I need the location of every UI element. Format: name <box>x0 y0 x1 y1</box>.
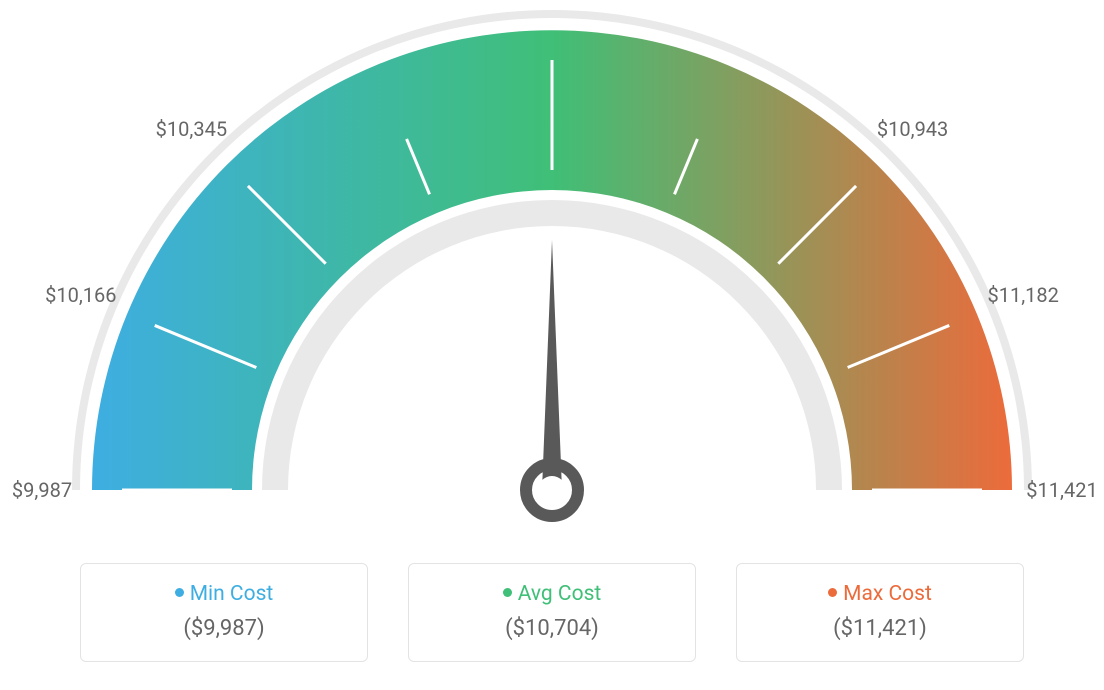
dot-icon <box>503 588 512 597</box>
cost-gauge-container: $9,987$10,166$10,345$10,704$10,943$11,18… <box>0 0 1104 690</box>
legend-card-max: Max Cost ($11,421) <box>736 563 1024 662</box>
legend-value-min: ($9,987) <box>93 616 355 641</box>
legend-value-avg: ($10,704) <box>421 616 683 641</box>
gauge-tick-label: $11,421 <box>1026 478 1097 502</box>
legend-title-min: Min Cost <box>93 582 355 606</box>
gauge-tick-label: $9,987 <box>12 478 72 502</box>
gauge-tick-label: $10,166 <box>45 283 116 307</box>
gauge-chart: $9,987$10,166$10,345$10,704$10,943$11,18… <box>0 0 1104 540</box>
legend-title-max: Max Cost <box>749 582 1011 606</box>
legend-title-min-text: Min Cost <box>190 582 274 606</box>
legend-title-avg: Avg Cost <box>421 582 683 606</box>
legend-card-min: Min Cost ($9,987) <box>80 563 368 662</box>
gauge-tick-label: $10,345 <box>156 117 227 141</box>
legend-title-avg-text: Avg Cost <box>518 582 602 606</box>
legend-title-max-text: Max Cost <box>843 582 932 606</box>
dot-icon <box>828 588 837 597</box>
gauge-svg <box>0 0 1104 540</box>
legend-value-max: ($11,421) <box>749 616 1011 641</box>
dot-icon <box>175 588 184 597</box>
legend-row: Min Cost ($9,987) Avg Cost ($10,704) Max… <box>80 563 1024 662</box>
gauge-tick-label: $10,943 <box>877 117 948 141</box>
legend-card-avg: Avg Cost ($10,704) <box>408 563 696 662</box>
gauge-tick-label: $11,182 <box>987 283 1058 307</box>
